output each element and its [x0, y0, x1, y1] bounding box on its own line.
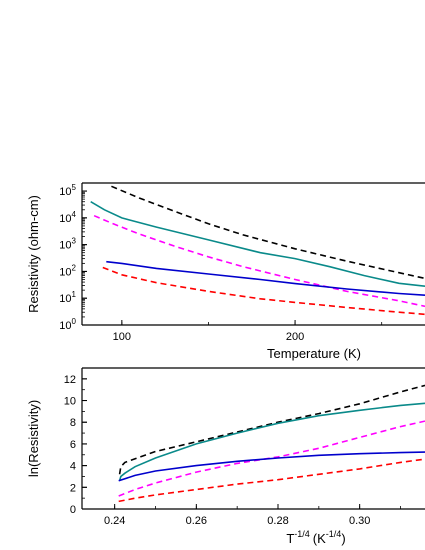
- y-tick-label: 103: [59, 237, 76, 252]
- y-tick-label: 6: [70, 439, 76, 451]
- series-line-3: [118, 451, 425, 482]
- series-line-1: [90, 201, 425, 287]
- x-axis-title-part: (K: [313, 531, 326, 546]
- y-tick-label-exp: 5: [72, 183, 77, 192]
- series-line-4: [118, 458, 425, 503]
- series-line-1: [118, 402, 425, 482]
- y-tick-label-base: 10: [59, 293, 71, 305]
- x-axis-title: T-1/4 (K-1/4): [286, 529, 345, 546]
- series-line-0: [118, 384, 425, 475]
- series-line-0: [111, 185, 425, 280]
- x-axis-title-part: ): [341, 531, 345, 546]
- y-tick-label-exp: 0: [72, 317, 77, 326]
- y-tick-label: 10: [64, 396, 76, 408]
- x-tick-label: 0.24: [104, 515, 125, 527]
- series-line-3: [106, 260, 425, 296]
- y-tick-label-base: 10: [59, 186, 71, 198]
- y-tick-label: 8: [70, 417, 76, 429]
- ln-resistivity-vs-inverse-temperature-chart: 0 2 4 6 8 10 12 0.24 0.26 0.28 0.30 ln(Resistivity)…: [26, 367, 425, 546]
- y-tick-label-base: 10: [59, 213, 71, 225]
- x-tick-label: 200: [286, 331, 304, 343]
- y-tick-label-base: 10: [59, 266, 71, 278]
- series-line-2: [93, 214, 425, 308]
- x-axis-title-part: -1/4: [294, 529, 310, 539]
- x-tick-label: 100: [113, 331, 131, 343]
- x-axis-title-part: T: [286, 531, 294, 546]
- y-tick-label: 102: [59, 263, 76, 278]
- x-tick-label: 0.30: [349, 515, 370, 527]
- series-line-4: [102, 266, 425, 316]
- y-tick-label-exp: 1: [72, 290, 77, 299]
- x-tick-label: 0.28: [267, 515, 288, 527]
- y-tick-label: 4: [70, 461, 76, 473]
- y-axis-title: Resistivity (ohm-cm): [26, 195, 41, 313]
- y-tick-label: 2: [70, 482, 76, 494]
- y-tick-label: 12: [64, 374, 76, 386]
- y-tick-label-base: 10: [59, 240, 71, 252]
- y-tick-label-exp: 2: [72, 263, 77, 272]
- y-axis-title: ln(Resistivity): [26, 400, 41, 477]
- y-tick-label-exp: 4: [72, 210, 77, 219]
- y-tick-label: 105: [59, 183, 76, 198]
- y-tick-label: 100: [59, 317, 76, 332]
- y-tick-label: 0: [70, 504, 76, 516]
- y-tick-label: 104: [59, 210, 76, 225]
- x-axis-title: Temperature (K): [267, 346, 361, 361]
- x-tick-label: 0.26: [186, 515, 207, 527]
- x-axis-title-part: -1/4: [326, 529, 342, 539]
- y-tick-label-exp: 3: [72, 237, 77, 246]
- y-tick-label: 101: [59, 290, 76, 305]
- y-tick-label-base: 10: [59, 320, 71, 332]
